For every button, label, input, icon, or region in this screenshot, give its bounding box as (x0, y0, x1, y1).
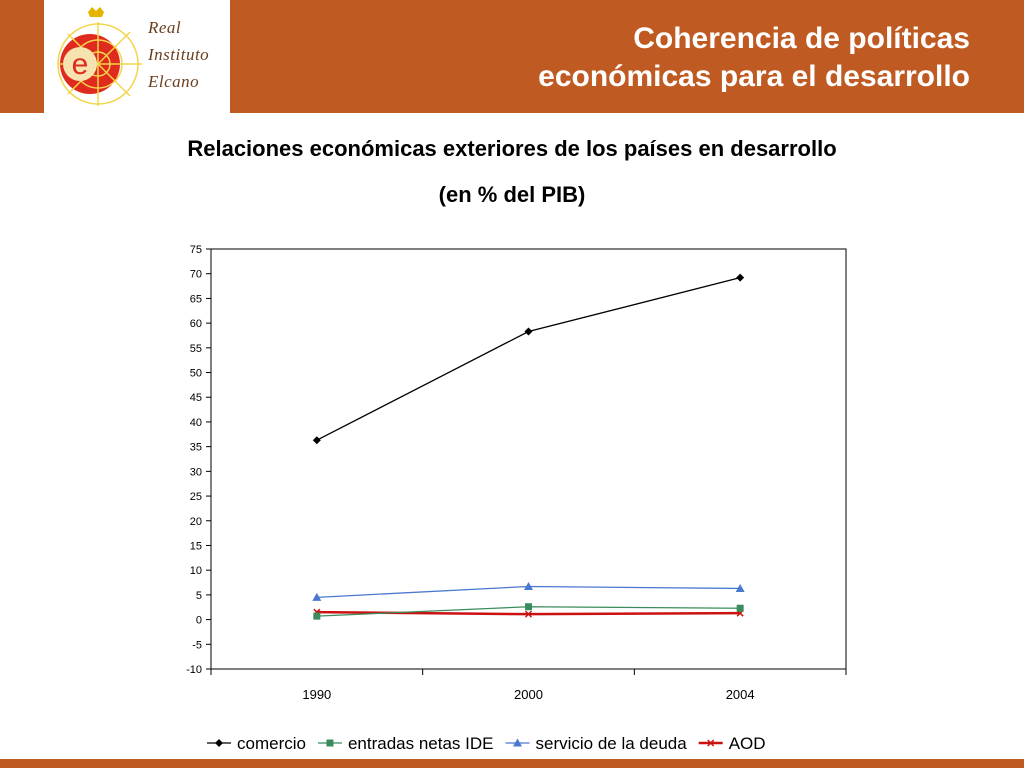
footer-bar (0, 759, 1024, 768)
legend-item: entradas netas IDE (317, 734, 494, 753)
legend-label: comercio (237, 734, 306, 753)
y-tick-label: -5 (192, 639, 202, 651)
data-point (326, 739, 334, 747)
header-bar: e Real Instituto Elcano Coherencia de po… (0, 0, 1024, 113)
data-point (312, 592, 322, 601)
svg-text:e: e (72, 48, 89, 81)
legend-label: AOD (729, 734, 766, 753)
x-tick-label: 2004 (726, 687, 755, 702)
page-title: Coherencia de políticas económicas para … (538, 20, 970, 96)
y-tick-label: 65 (190, 293, 202, 305)
y-tick-label: 50 (190, 368, 202, 380)
data-point (524, 327, 533, 336)
data-point (512, 738, 522, 747)
logo-text-elcano: Elcano (148, 72, 200, 91)
series-entradas-netas-ide (313, 603, 744, 620)
y-tick-label: 75 (190, 244, 202, 256)
y-tick-label: 55 (190, 343, 202, 355)
y-tick-label: 70 (190, 269, 202, 281)
chart-subtitle: (en % del PIB) (438, 182, 586, 207)
y-tick-label: 60 (190, 318, 202, 330)
data-point (524, 610, 533, 618)
elcano-emblem-icon: e (57, 7, 142, 106)
data-point (524, 581, 533, 590)
data-point (312, 436, 321, 445)
chart-title: Relaciones económicas exteriores de los … (187, 136, 837, 161)
series-servicio-de-la-deuda (312, 581, 745, 601)
legend-label: entradas netas IDE (348, 734, 494, 753)
data-point (736, 604, 744, 612)
data-point (735, 583, 745, 592)
data-point (707, 739, 715, 747)
legend-item: comercio (207, 734, 306, 753)
y-tick-label: 0 (196, 615, 202, 627)
y-tick-label: -10 (186, 664, 202, 676)
series-comercio (312, 273, 745, 445)
logo: e Real Instituto Elcano (44, 0, 230, 113)
logo-text-instituto: Instituto (148, 45, 210, 64)
legend-label: servicio de la deuda (535, 734, 687, 753)
x-tick-label: 1990 (302, 687, 331, 702)
y-tick-label: 5 (196, 590, 202, 602)
x-tick-label: 2000 (514, 687, 543, 702)
y-tick-label: 45 (190, 392, 202, 404)
y-tick-label: 20 (190, 516, 202, 528)
y-tick-label: 35 (190, 442, 202, 454)
y-tick-label: 30 (190, 466, 202, 478)
y-tick-label: 40 (190, 417, 202, 429)
y-tick-label: 10 (190, 565, 202, 577)
data-point (525, 603, 532, 611)
data-point (313, 612, 321, 620)
y-tick-label: 15 (190, 540, 202, 552)
page-title-line1: Coherencia de políticas (633, 22, 970, 55)
legend-item: servicio de la deuda (505, 734, 687, 753)
series-line (316, 277, 741, 441)
chart-legend: comercio entradas netas IDE servicio de la… (207, 734, 766, 753)
data-point (736, 273, 745, 282)
plot-area-frame (210, 248, 847, 670)
legend-item: AOD (698, 734, 766, 753)
page-title-line2: económicas para el desarrollo (538, 60, 970, 93)
logo-text-real: Real (148, 18, 182, 37)
y-tick-label: 25 (190, 491, 202, 503)
data-point (215, 739, 223, 747)
